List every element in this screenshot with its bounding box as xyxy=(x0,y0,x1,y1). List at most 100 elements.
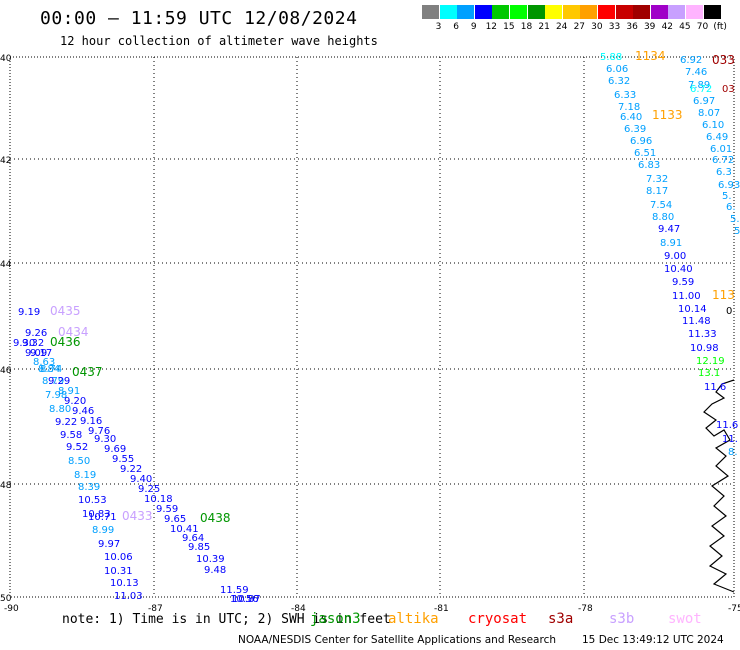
track-label: 9.46 xyxy=(72,406,94,417)
track-label: 9.26 xyxy=(25,328,47,339)
legend-swatch xyxy=(580,5,598,19)
track-label: 8.63 xyxy=(33,357,55,368)
track-label: 10.83 xyxy=(82,509,111,520)
legend-swatch xyxy=(439,5,457,19)
legend-tick: 30 xyxy=(591,22,603,32)
track-label: 6.72 xyxy=(712,155,734,166)
track-label: 9.30 xyxy=(94,434,116,445)
legend-tick: 45 xyxy=(679,22,691,32)
lat-label: 44 xyxy=(0,260,12,270)
track-label: 10.13 xyxy=(110,578,139,589)
satellite-s3b: s3b xyxy=(609,611,635,627)
lon-label: -84 xyxy=(291,604,306,614)
legend-swatch xyxy=(492,5,510,19)
track-label: 11.48 xyxy=(682,316,711,327)
track-label: 6.49 xyxy=(706,132,728,143)
footer-note: note: 1) Time is in UTC; 2) SWH is in fe… xyxy=(62,612,391,627)
track-label: 9.76 xyxy=(88,426,110,437)
track-label: 10.71 xyxy=(88,512,117,523)
lat-label: 42 xyxy=(0,156,11,166)
track-label: 6.92 xyxy=(680,55,702,66)
track-label: 11.6 xyxy=(716,420,738,431)
track-label: 9.59 xyxy=(156,504,178,515)
track-label: 9.16 xyxy=(80,416,102,427)
track-label: 12.19 xyxy=(696,356,725,367)
track-label: 10.53 xyxy=(78,495,107,506)
legend-tick: 12 xyxy=(485,22,498,32)
track-label: 11.00 xyxy=(672,291,701,302)
track-label: 113 xyxy=(712,288,735,302)
track-label: 0435 xyxy=(50,304,81,318)
legend-swatch xyxy=(686,5,703,19)
track-label: 0438 xyxy=(200,511,231,525)
track-label: 8.80 xyxy=(49,404,71,415)
satellite-jason3: jason3 xyxy=(310,611,361,627)
legend-swatch xyxy=(545,5,563,19)
satellite-swot: swot xyxy=(668,611,702,627)
satellite-cryosat: cryosat xyxy=(468,611,528,627)
track-label: 6.72 xyxy=(690,84,712,95)
track-label: 9.09 xyxy=(25,348,47,359)
track-label: 6.93 xyxy=(718,180,740,191)
track-label: 10.18 xyxy=(144,494,173,505)
satellite-s3a: s3a xyxy=(548,611,574,627)
legend-swatch xyxy=(457,5,475,19)
track-label: 0433 xyxy=(122,509,153,523)
track-label: 8.74 xyxy=(40,364,62,375)
track-label: 8. xyxy=(728,447,738,458)
track-label: 9.29 xyxy=(48,376,70,387)
lat-label: 40 xyxy=(0,54,12,64)
lon-label: -78 xyxy=(578,604,593,614)
track-label: 6.10 xyxy=(702,120,724,131)
track-label: 6.40 xyxy=(620,112,642,123)
track-label: 6. xyxy=(726,202,736,213)
legend-swatch xyxy=(422,5,439,19)
track-label: 9.52 xyxy=(66,442,88,453)
track-label: 11.33 xyxy=(688,329,717,340)
track-label: 7.89 xyxy=(688,80,710,91)
track-label: 10.41 xyxy=(170,524,199,535)
lon-label: -90 xyxy=(4,604,19,614)
legend-tick: 15 xyxy=(503,22,515,32)
track-label: 9.64 xyxy=(182,533,204,544)
track-label: 033 xyxy=(712,53,735,67)
track-label: 9.30 xyxy=(13,338,35,349)
legend-tick: 70 xyxy=(696,22,709,32)
track-label: 10.31 xyxy=(104,566,133,577)
track-label: 5.88 xyxy=(600,52,622,63)
legend-tick: 33 xyxy=(608,22,621,32)
lon-label: -75 xyxy=(728,604,740,614)
track-label: 9.32 xyxy=(22,338,44,349)
legend-swatch xyxy=(527,5,545,19)
track-label: 8.84 xyxy=(38,364,60,375)
map-title: 00:00 – 11:59 UTC 12/08/2024 xyxy=(40,8,358,29)
track-label: 11.03 xyxy=(114,591,143,602)
satellite-altika: altika xyxy=(388,611,439,627)
track-label: 8.80 xyxy=(652,212,674,223)
track-label: 6.97 xyxy=(693,96,715,107)
track-label: 11. xyxy=(722,434,738,445)
legend-swatch xyxy=(650,5,668,19)
track-label: 0437 xyxy=(72,365,103,379)
track-label: 6.39 xyxy=(624,124,646,135)
track-label: 6.3 xyxy=(716,167,732,178)
legend-tick: 18 xyxy=(520,22,533,32)
legend-swatch xyxy=(474,5,492,19)
track-label: 9.47 xyxy=(658,224,680,235)
legend-tick: 39 xyxy=(643,22,656,32)
track-label: 9.97 xyxy=(98,539,120,550)
track-label: 9.40 xyxy=(130,474,152,485)
legend-tick: (ft) xyxy=(713,22,727,32)
track-label: 11.59 xyxy=(220,585,249,596)
legend-swatch xyxy=(668,5,686,19)
track-label: 9.17 xyxy=(30,348,52,359)
track-label: 7.54 xyxy=(650,200,672,211)
track-label: 8.07 xyxy=(698,108,720,119)
track-label: 7.98 xyxy=(45,390,67,401)
track-label: 8.91 xyxy=(660,238,682,249)
track-label: 8.19 xyxy=(74,470,96,481)
track-label: 10.87 xyxy=(232,594,261,605)
track-label: 9.69 xyxy=(104,444,126,455)
legend-swatch xyxy=(598,5,615,19)
track-label: 0 xyxy=(726,306,732,317)
